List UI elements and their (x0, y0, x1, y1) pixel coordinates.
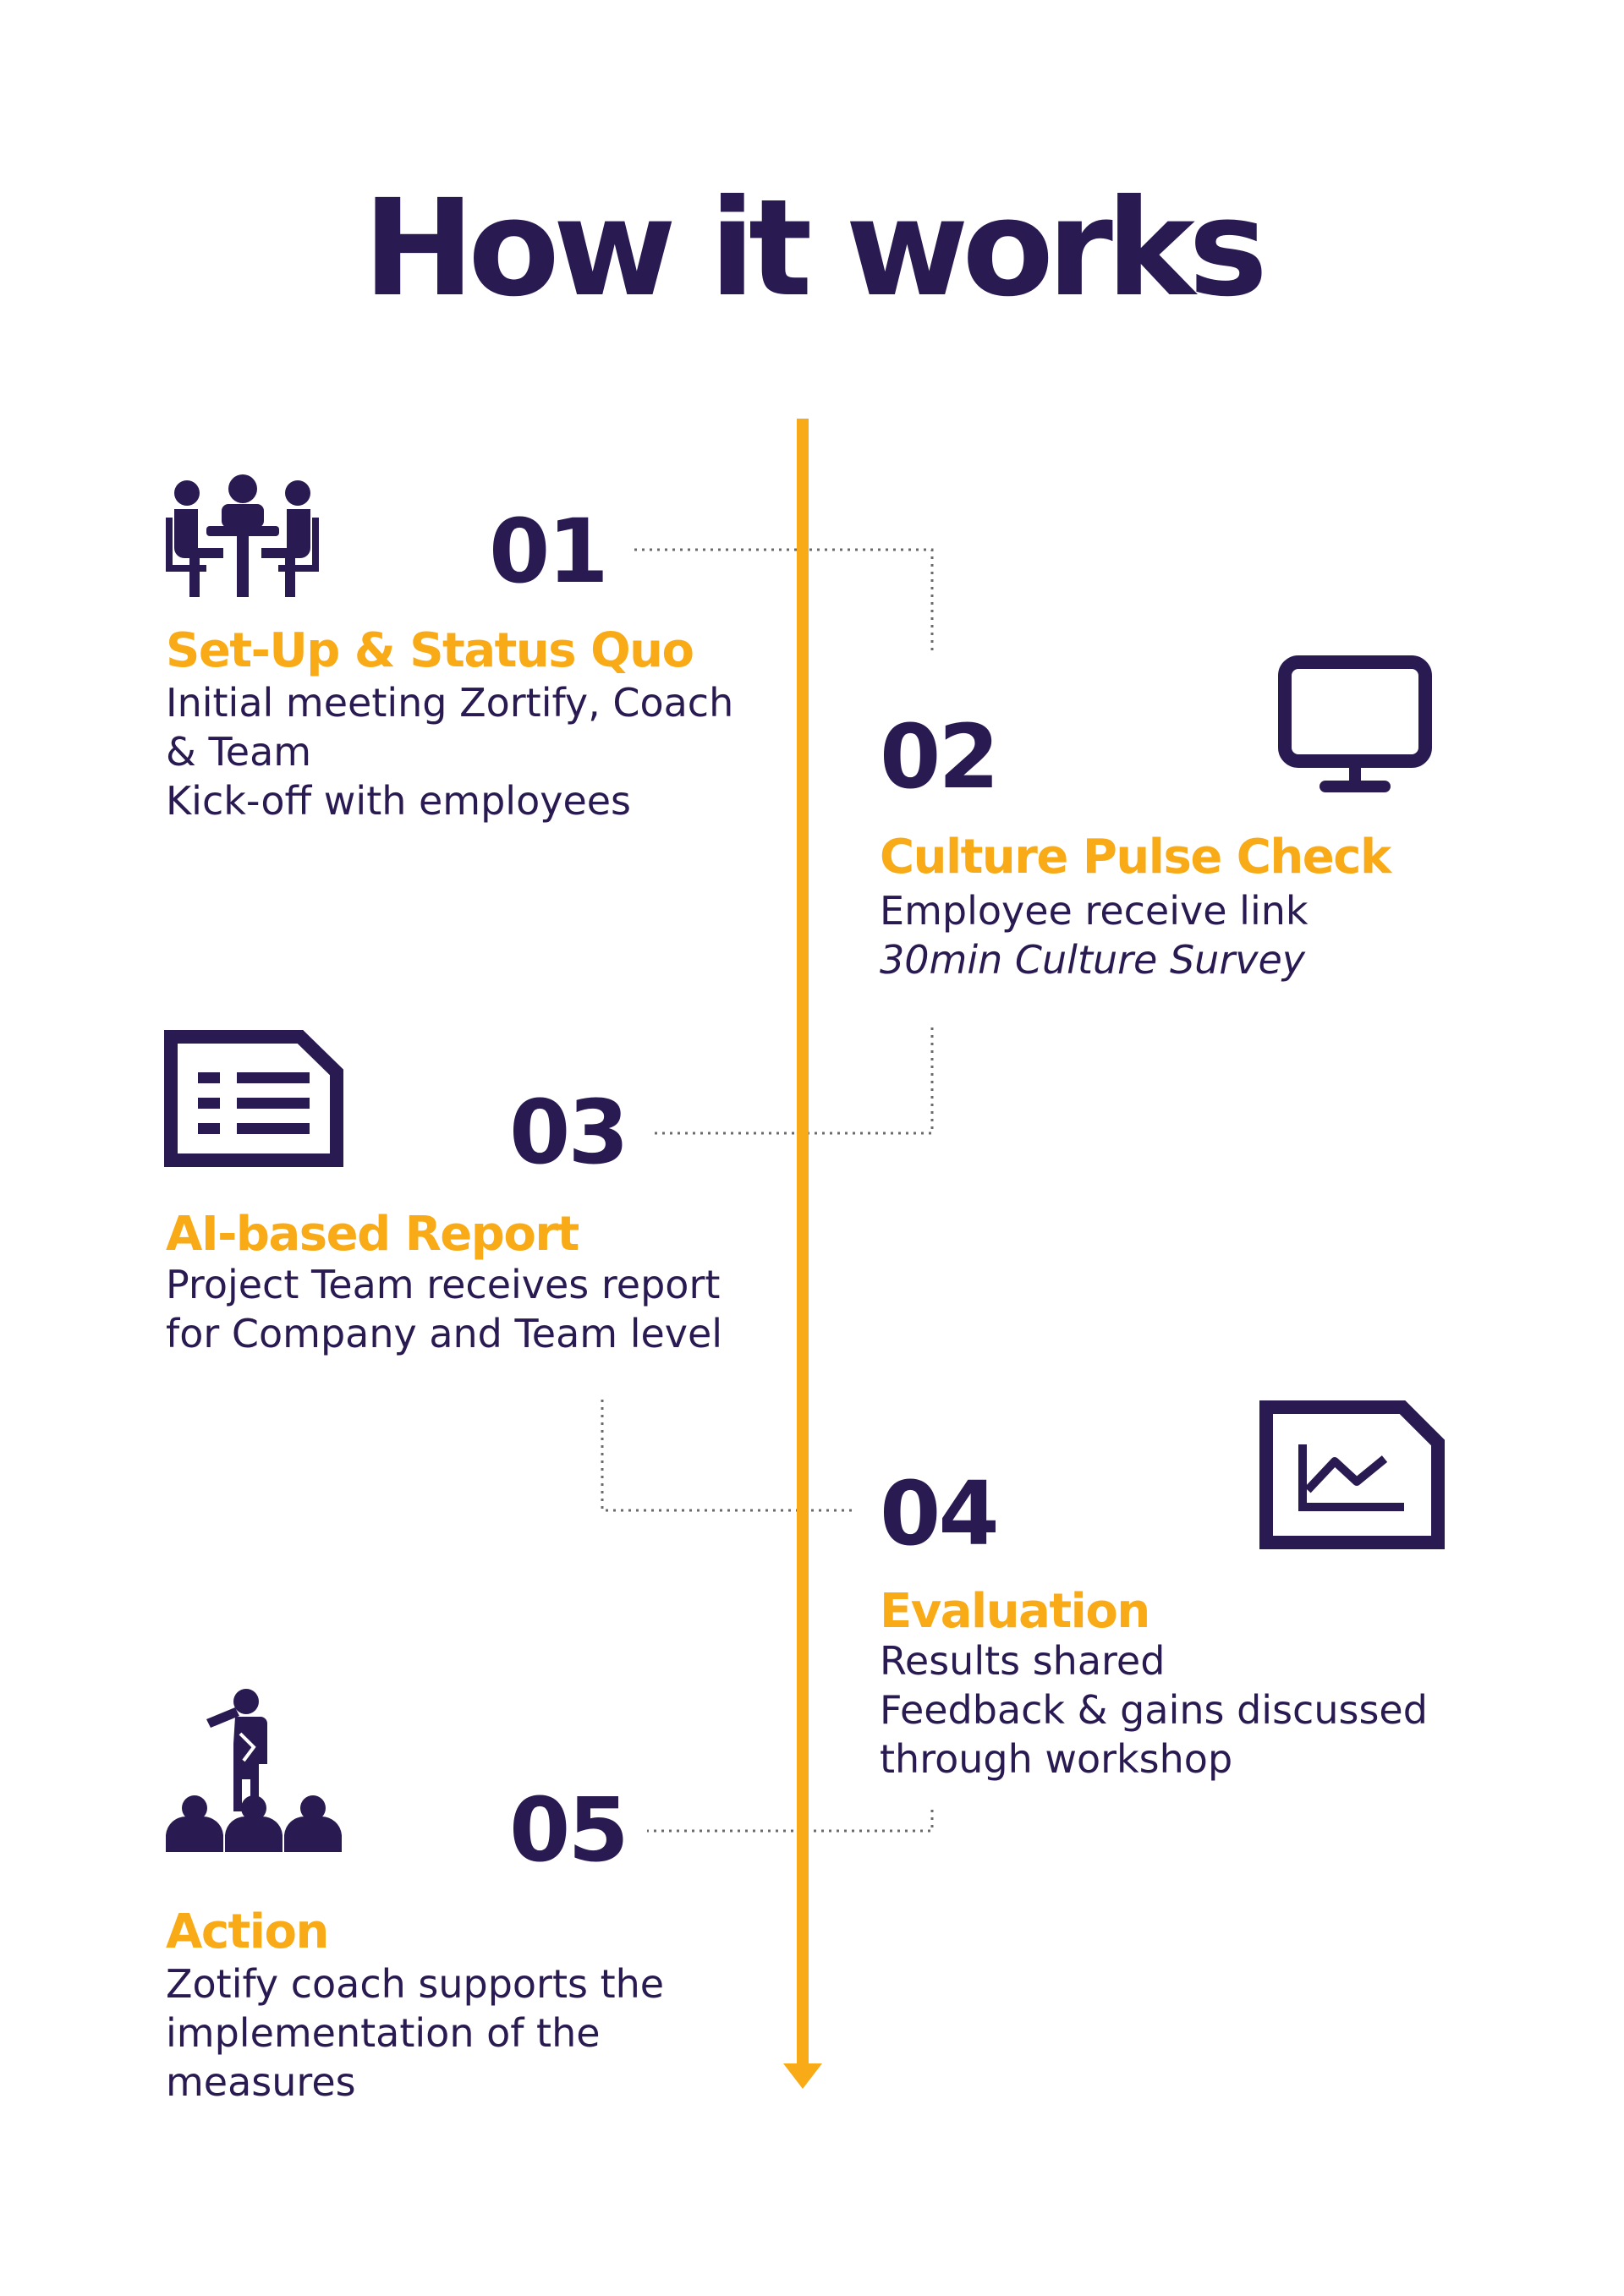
step-04-heading: Evaluation (880, 1584, 1150, 1639)
connector-01-02 (634, 548, 934, 655)
chart-icon (1259, 1400, 1445, 1549)
step-04-line: Results shared (880, 1638, 1166, 1684)
step-05-number: 05 (509, 1778, 629, 1882)
step-05-line: implementation of the (166, 2010, 601, 2056)
step-02-line: Employee receive link (880, 888, 1309, 934)
step-03-description: Project Team receives report for Company… (166, 1260, 722, 1358)
step-05-line: measures (166, 2059, 356, 2105)
step-05-description: Zotify coach supports the implementation… (166, 1959, 664, 2107)
step-01-line: Kick-off with employees (166, 778, 632, 824)
step-03-line: Project Team receives report (166, 1262, 721, 1307)
step-02-italic-line: 30min Culture Survey (880, 937, 1305, 983)
step-01-heading: Set-Up & Status Quo (166, 623, 694, 678)
meeting-icon (166, 474, 319, 597)
report-icon (164, 1030, 343, 1167)
step-02-heading: Culture Pulse Check (880, 830, 1391, 885)
step-01-number: 01 (489, 500, 609, 603)
step-01-description: Initial meeting Zortify, Coach & Team Ki… (166, 678, 733, 825)
monitor-icon (1278, 655, 1432, 792)
step-02-description: Employee receive link 30min Culture Surv… (880, 886, 1309, 984)
step-01-line: & Team (166, 729, 312, 775)
step-04-line: through workshop (880, 1736, 1233, 1782)
step-01-line: Initial meeting Zortify, Coach (166, 680, 734, 726)
presentation-icon (166, 1689, 342, 1852)
step-03-number: 03 (509, 1081, 629, 1184)
timeline-arrow-icon (783, 2063, 822, 2089)
step-04-number: 04 (880, 1462, 1000, 1565)
dotted-connectors (601, 548, 934, 1833)
step-02-number: 02 (880, 705, 1000, 808)
step-05-line: Zotify coach supports the (166, 1961, 665, 2007)
connector-02-03 (653, 1027, 934, 1135)
connector-04-05 (647, 1810, 934, 1833)
step-03-heading: AI-based Report (166, 1207, 579, 1262)
timeline-line (797, 419, 809, 2080)
step-05-heading: Action (166, 1904, 329, 1959)
page-title: How it works (363, 171, 1268, 326)
step-03-line: for Company and Team level (166, 1311, 723, 1356)
step-04-description: Results shared Feedback & gains discusse… (880, 1636, 1428, 1784)
connector-03-04 (601, 1400, 854, 1512)
step-04-line: Feedback & gains discussed (880, 1687, 1428, 1733)
